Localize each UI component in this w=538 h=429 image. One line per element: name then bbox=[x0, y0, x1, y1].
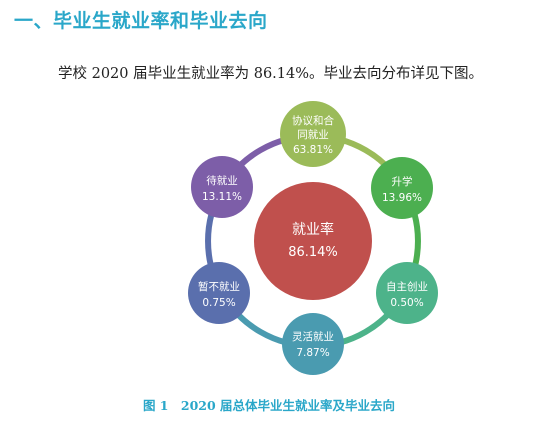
node-label: 待就业 bbox=[206, 174, 238, 187]
node-value: 13.96% bbox=[382, 192, 422, 204]
node-value: 7.87% bbox=[296, 347, 329, 359]
node-flexible-employment: 灵活就业 7.87% bbox=[282, 313, 344, 375]
node-further-study: 升学 13.96% bbox=[371, 157, 433, 219]
center-label: 就业率 bbox=[292, 221, 334, 238]
node-label: 升学 bbox=[392, 175, 413, 188]
node-label: 同就业 bbox=[297, 128, 329, 141]
node-label: 灵活就业 bbox=[292, 330, 334, 343]
node-label: 协议和合 bbox=[292, 114, 334, 127]
node-value: 0.50% bbox=[390, 297, 423, 309]
center-value: 86.14% bbox=[288, 245, 338, 260]
node-awaiting-employment: 待就业 13.11% bbox=[191, 156, 253, 218]
section-title: 一、毕业生就业率和毕业去向 bbox=[14, 10, 268, 32]
intro-paragraph: 学校 2020 届毕业生就业率为 86.14%。毕业去向分布详见下图。 bbox=[58, 66, 484, 82]
node-self-employment: 自主创业 0.50% bbox=[376, 262, 438, 324]
node-value: 0.75% bbox=[202, 297, 235, 309]
figure-number: 图 1 bbox=[142, 398, 169, 413]
node-not-employed-yet: 暂不就业 0.75% bbox=[188, 262, 250, 324]
figure-title: 2020 届总体毕业生就业率及毕业去向 bbox=[180, 398, 396, 413]
center-circle: 就业率 86.14% bbox=[254, 182, 372, 300]
node-label: 自主创业 bbox=[386, 280, 428, 293]
node-value: 63.81% bbox=[293, 144, 333, 156]
node-label: 暂不就业 bbox=[198, 280, 240, 293]
node-value: 13.11% bbox=[202, 191, 242, 203]
figure-caption: 图 1 2020 届总体毕业生就业率及毕业去向 bbox=[0, 395, 538, 414]
node-contract-employment: 协议和合 同就业 63.81% bbox=[280, 101, 346, 167]
